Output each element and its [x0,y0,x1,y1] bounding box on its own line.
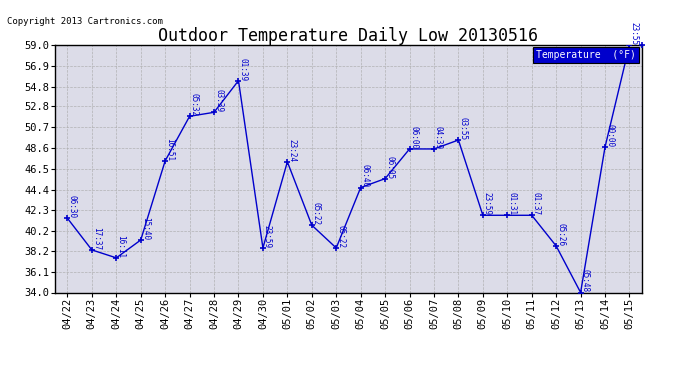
Text: 17:37: 17:37 [92,227,101,250]
Text: 03:55: 03:55 [458,117,467,140]
Text: 05:22: 05:22 [336,225,345,248]
Text: 16:11: 16:11 [117,235,126,258]
Text: 23:55: 23:55 [629,22,638,45]
Text: 23:24: 23:24 [287,139,297,162]
Text: 06:40: 06:40 [361,164,370,188]
Text: 06:00: 06:00 [410,126,419,149]
Text: 01:37: 01:37 [532,192,541,215]
Title: Outdoor Temperature Daily Low 20130516: Outdoor Temperature Daily Low 20130516 [159,27,538,45]
Text: 00:00: 00:00 [605,124,614,147]
Text: 01:31: 01:31 [507,192,516,215]
Text: 04:39: 04:39 [434,126,443,149]
Text: Copyright 2013 Cartronics.com: Copyright 2013 Cartronics.com [7,17,163,26]
Text: 16:51: 16:51 [165,138,174,161]
Text: 06:05: 06:05 [385,156,394,178]
Text: 01:39: 01:39 [239,57,248,81]
Text: 15:40: 15:40 [141,217,150,240]
Text: 05:22: 05:22 [312,202,321,225]
Text: Temperature  (°F): Temperature (°F) [536,50,636,60]
Text: 03:39: 03:39 [214,89,223,112]
Text: 23:59: 23:59 [483,192,492,215]
Text: 05:48: 05:48 [580,269,590,292]
Text: 05:26: 05:26 [556,223,565,246]
Text: 23:59: 23:59 [263,225,272,248]
Text: 06:30: 06:30 [68,195,77,218]
Text: 05:32: 05:32 [190,93,199,116]
